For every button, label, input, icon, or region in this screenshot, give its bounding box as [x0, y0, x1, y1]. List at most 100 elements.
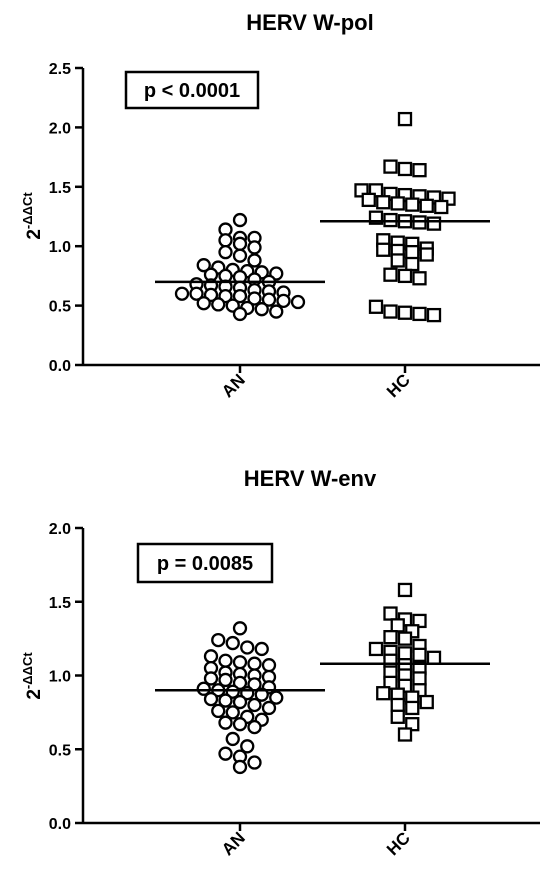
data-point-an: [211, 703, 226, 719]
data-point-an: [174, 286, 190, 301]
median-lines: [155, 220, 490, 284]
data-point-hc: [376, 195, 391, 210]
data-point-an: [269, 690, 284, 705]
y-tick-label: 2.0: [49, 120, 71, 137]
data-point-hc: [405, 700, 420, 716]
data-point-an: [247, 719, 262, 735]
median-lines: [155, 662, 490, 692]
data-point-an: [232, 694, 248, 710]
data-point-an: [218, 653, 233, 668]
x-tick-label-hc: HC: [383, 828, 414, 859]
data-point-hc: [383, 304, 398, 319]
data-point-hc: [405, 244, 420, 260]
y-axis-label: 2-ΔΔCt: [20, 652, 45, 700]
data-point-hc: [368, 641, 384, 657]
data-point-an: [225, 705, 240, 720]
data-point-an: [196, 296, 211, 311]
data-point-hc: [383, 606, 398, 621]
data-point-hc: [383, 675, 398, 691]
data-point-an: [218, 693, 233, 708]
data-point-an: [254, 641, 269, 657]
data-point-hc: [412, 671, 427, 686]
data-point-an: [247, 656, 262, 671]
data-point-an: [232, 621, 248, 636]
data-point-an: [247, 240, 262, 255]
data-point-hc: [412, 271, 427, 286]
data-point-an: [240, 739, 255, 754]
y-tick-label: 1.0: [49, 239, 71, 256]
panel-herv-w-env: HERV W-env 2-ΔΔCt 0.0 0.5 1.0 1.5 2.0 AN HC p …: [20, 466, 540, 859]
data-point-hc: [390, 709, 405, 724]
data-point-an: [247, 291, 262, 306]
data-point-hc: [390, 196, 405, 211]
y-tick-label: 0.5: [49, 299, 71, 316]
data-point-an: [247, 253, 262, 268]
data-point-an: [232, 248, 248, 263]
data-point-hc: [376, 242, 391, 257]
data-point-an: [203, 671, 219, 686]
data-point-an: [218, 244, 233, 260]
data-point-an: [261, 700, 277, 716]
data-point-hc: [426, 307, 442, 323]
y-tick-label: 1.5: [49, 595, 71, 612]
data-point-hc: [390, 253, 405, 268]
data-point-hc: [383, 159, 398, 174]
y-tick-label: 2.0: [49, 521, 71, 538]
data-point-an: [232, 655, 248, 670]
data-point-hc: [412, 613, 427, 629]
data-point-hc: [397, 111, 413, 127]
data-point-hc: [419, 247, 434, 262]
data-point-an: [218, 233, 233, 248]
p-value-annotation: p < 0.0001: [144, 80, 240, 102]
data-points: [196, 582, 442, 775]
axes: 0.0 0.5 1.0 1.5 2.0 2.5 AN HC: [49, 61, 540, 401]
data-point-an: [269, 304, 284, 319]
data-point-hc: [405, 717, 420, 732]
y-axis-label-exponent: -ΔΔCt: [20, 192, 35, 229]
data-point-an: [247, 697, 262, 713]
data-point-an: [218, 715, 233, 730]
y-tick-label: 1.0: [49, 669, 71, 686]
data-point-an: [276, 293, 291, 308]
data-point-an: [203, 691, 219, 707]
data-point-an: [247, 755, 262, 770]
data-point-an: [232, 236, 248, 251]
data-point-an: [218, 672, 233, 688]
y-axis-label-base: 2: [24, 689, 45, 700]
data-point-hc: [390, 697, 405, 713]
x-tick-label-an: AN: [218, 370, 249, 401]
y-axis-label-exponent: -ΔΔCt: [20, 652, 35, 689]
y-tick-label: 1.5: [49, 180, 71, 197]
data-point-hc: [376, 686, 391, 701]
data-point-hc: [405, 197, 420, 212]
data-point-hc: [383, 630, 398, 645]
data-point-an: [254, 687, 269, 702]
p-value-box: [136, 542, 274, 584]
data-point-an: [196, 258, 211, 273]
data-point-hc: [412, 163, 427, 178]
data-point-an: [232, 212, 248, 228]
data-point-hc: [426, 650, 442, 665]
data-point-an: [211, 632, 226, 648]
data-point-an: [232, 759, 248, 775]
data-point-hc: [419, 198, 434, 213]
data-point-an: [232, 717, 248, 732]
data-point-hc: [390, 618, 405, 633]
data-point-an: [211, 297, 226, 312]
data-point-hc: [397, 646, 413, 661]
data-point-hc: [383, 267, 398, 282]
data-point-an: [240, 640, 255, 655]
data-point-hc: [434, 199, 449, 215]
data-point-an: [232, 306, 248, 322]
data-point-hc: [397, 161, 413, 177]
data-point-an: [254, 302, 269, 317]
data-point-an: [261, 292, 277, 307]
data-point-an: [232, 675, 248, 691]
y-tick-label: 0.0: [49, 358, 71, 375]
data-points: [174, 111, 456, 323]
p-value-box: [124, 70, 260, 110]
data-point-hc: [368, 299, 384, 314]
data-point-hc: [419, 694, 434, 710]
y-tick-label: 2.5: [49, 61, 71, 78]
